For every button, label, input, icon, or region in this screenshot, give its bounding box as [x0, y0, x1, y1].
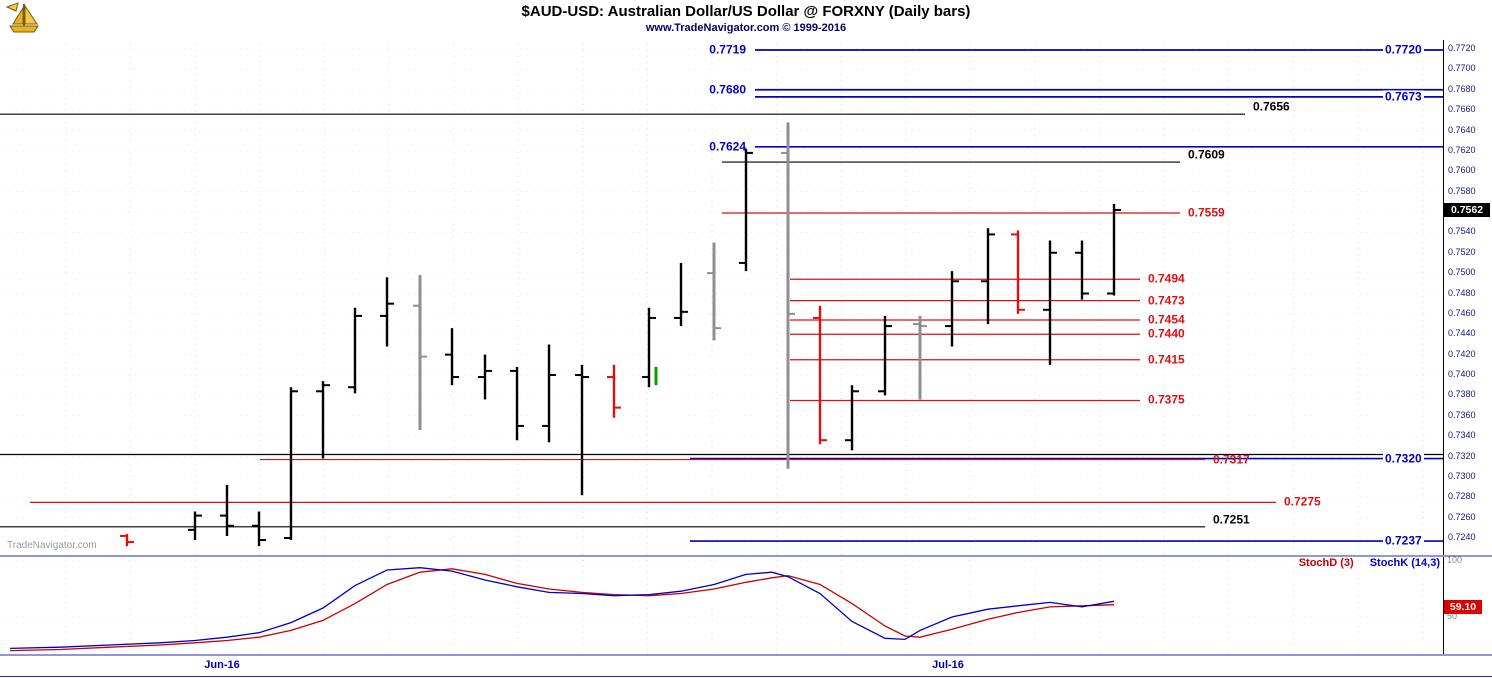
price-chart-region[interactable]	[0, 40, 1443, 555]
stochastic-panel[interactable]	[0, 557, 1443, 654]
ship-icon	[5, 2, 39, 33]
time-axis[interactable]	[0, 655, 1492, 677]
stochk-legend-label[interactable]: StochK (14,3)	[1369, 557, 1440, 569]
chart-subtitle: www.TradeNavigator.com © 1999-2016	[645, 22, 847, 34]
chart-title: $AUD-USD: Australian Dollar/US Dollar @ …	[521, 3, 971, 20]
stoch-legend: StochD (3) StochK (14,3)	[1299, 557, 1440, 569]
stoch-d-line	[9, 568, 1115, 652]
price-axis[interactable]	[1444, 40, 1492, 654]
stoch-k-line	[9, 567, 1115, 650]
trade-navigator-logo	[4, 1, 44, 38]
last-price-badge: 0.7562	[1444, 202, 1490, 217]
stochd-legend-label[interactable]: StochD (3)	[1298, 557, 1354, 569]
stoch-value-badge: 59.10	[1444, 599, 1482, 614]
watermark: TradeNavigator.com	[7, 540, 97, 551]
